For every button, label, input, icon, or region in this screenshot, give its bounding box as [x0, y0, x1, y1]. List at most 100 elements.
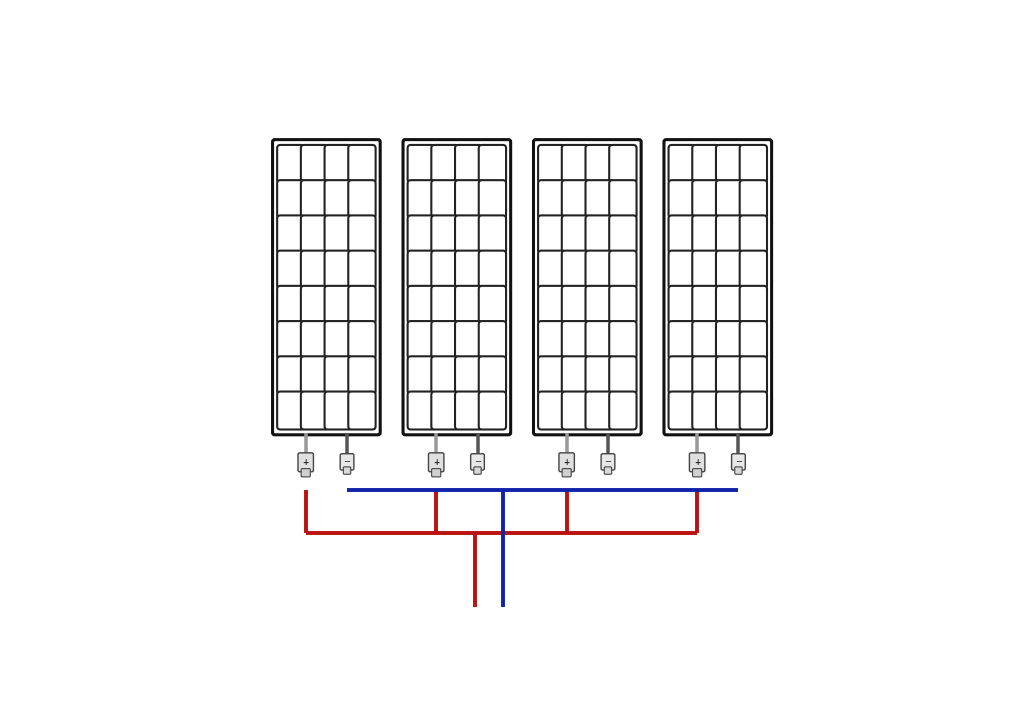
FancyBboxPatch shape	[562, 286, 589, 324]
FancyBboxPatch shape	[716, 321, 743, 359]
FancyBboxPatch shape	[348, 392, 376, 429]
FancyBboxPatch shape	[538, 251, 565, 289]
FancyBboxPatch shape	[739, 251, 767, 289]
FancyBboxPatch shape	[301, 469, 310, 477]
Text: −: −	[474, 457, 481, 467]
FancyBboxPatch shape	[692, 357, 720, 394]
FancyBboxPatch shape	[538, 321, 565, 359]
FancyBboxPatch shape	[604, 467, 611, 474]
FancyBboxPatch shape	[325, 145, 352, 183]
FancyBboxPatch shape	[431, 215, 459, 253]
FancyBboxPatch shape	[609, 357, 637, 394]
FancyBboxPatch shape	[340, 454, 354, 470]
FancyBboxPatch shape	[431, 357, 459, 394]
FancyBboxPatch shape	[689, 453, 705, 472]
FancyBboxPatch shape	[325, 321, 352, 359]
FancyBboxPatch shape	[431, 321, 459, 359]
FancyBboxPatch shape	[586, 392, 612, 429]
FancyBboxPatch shape	[538, 180, 565, 218]
FancyBboxPatch shape	[692, 251, 720, 289]
FancyBboxPatch shape	[408, 180, 435, 218]
FancyBboxPatch shape	[735, 467, 742, 474]
FancyBboxPatch shape	[325, 357, 352, 394]
Text: +: +	[433, 457, 439, 467]
FancyBboxPatch shape	[301, 321, 329, 359]
FancyBboxPatch shape	[455, 321, 482, 359]
FancyBboxPatch shape	[408, 145, 435, 183]
FancyBboxPatch shape	[278, 215, 304, 253]
FancyBboxPatch shape	[298, 453, 313, 472]
FancyBboxPatch shape	[692, 215, 720, 253]
FancyBboxPatch shape	[586, 357, 612, 394]
FancyBboxPatch shape	[692, 321, 720, 359]
FancyBboxPatch shape	[538, 286, 565, 324]
Text: +: +	[303, 457, 309, 467]
FancyBboxPatch shape	[479, 357, 506, 394]
FancyBboxPatch shape	[538, 215, 565, 253]
FancyBboxPatch shape	[669, 215, 696, 253]
FancyBboxPatch shape	[301, 215, 329, 253]
FancyBboxPatch shape	[455, 145, 482, 183]
FancyBboxPatch shape	[408, 286, 435, 324]
FancyBboxPatch shape	[669, 321, 696, 359]
FancyBboxPatch shape	[301, 392, 329, 429]
FancyBboxPatch shape	[278, 180, 304, 218]
FancyBboxPatch shape	[455, 357, 482, 394]
FancyBboxPatch shape	[278, 357, 304, 394]
FancyBboxPatch shape	[348, 180, 376, 218]
FancyBboxPatch shape	[739, 392, 767, 429]
Text: +: +	[694, 457, 700, 467]
FancyBboxPatch shape	[716, 286, 743, 324]
FancyBboxPatch shape	[455, 180, 482, 218]
FancyBboxPatch shape	[601, 454, 614, 470]
FancyBboxPatch shape	[562, 180, 589, 218]
FancyBboxPatch shape	[609, 286, 637, 324]
FancyBboxPatch shape	[325, 215, 352, 253]
FancyBboxPatch shape	[586, 251, 612, 289]
FancyBboxPatch shape	[272, 140, 380, 435]
FancyBboxPatch shape	[664, 140, 772, 435]
FancyBboxPatch shape	[739, 321, 767, 359]
FancyBboxPatch shape	[479, 180, 506, 218]
FancyBboxPatch shape	[325, 180, 352, 218]
FancyBboxPatch shape	[669, 286, 696, 324]
FancyBboxPatch shape	[562, 145, 589, 183]
FancyBboxPatch shape	[692, 392, 720, 429]
FancyBboxPatch shape	[301, 251, 329, 289]
FancyBboxPatch shape	[669, 251, 696, 289]
FancyBboxPatch shape	[431, 145, 459, 183]
FancyBboxPatch shape	[739, 286, 767, 324]
FancyBboxPatch shape	[586, 286, 612, 324]
FancyBboxPatch shape	[455, 392, 482, 429]
FancyBboxPatch shape	[669, 357, 696, 394]
FancyBboxPatch shape	[348, 286, 376, 324]
FancyBboxPatch shape	[301, 145, 329, 183]
FancyBboxPatch shape	[609, 180, 637, 218]
FancyBboxPatch shape	[669, 392, 696, 429]
FancyBboxPatch shape	[559, 453, 574, 472]
FancyBboxPatch shape	[408, 392, 435, 429]
FancyBboxPatch shape	[301, 357, 329, 394]
FancyBboxPatch shape	[343, 467, 351, 474]
FancyBboxPatch shape	[403, 140, 511, 435]
FancyBboxPatch shape	[348, 321, 376, 359]
FancyBboxPatch shape	[538, 357, 565, 394]
FancyBboxPatch shape	[455, 286, 482, 324]
FancyBboxPatch shape	[479, 321, 506, 359]
FancyBboxPatch shape	[669, 145, 696, 183]
FancyBboxPatch shape	[586, 180, 612, 218]
FancyBboxPatch shape	[301, 286, 329, 324]
FancyBboxPatch shape	[692, 469, 701, 477]
FancyBboxPatch shape	[431, 286, 459, 324]
FancyBboxPatch shape	[278, 251, 304, 289]
Text: −: −	[735, 457, 742, 467]
FancyBboxPatch shape	[348, 145, 376, 183]
FancyBboxPatch shape	[538, 392, 565, 429]
FancyBboxPatch shape	[479, 251, 506, 289]
FancyBboxPatch shape	[479, 392, 506, 429]
FancyBboxPatch shape	[408, 357, 435, 394]
FancyBboxPatch shape	[325, 251, 352, 289]
FancyBboxPatch shape	[538, 145, 565, 183]
Text: −: −	[343, 457, 350, 467]
FancyBboxPatch shape	[408, 251, 435, 289]
